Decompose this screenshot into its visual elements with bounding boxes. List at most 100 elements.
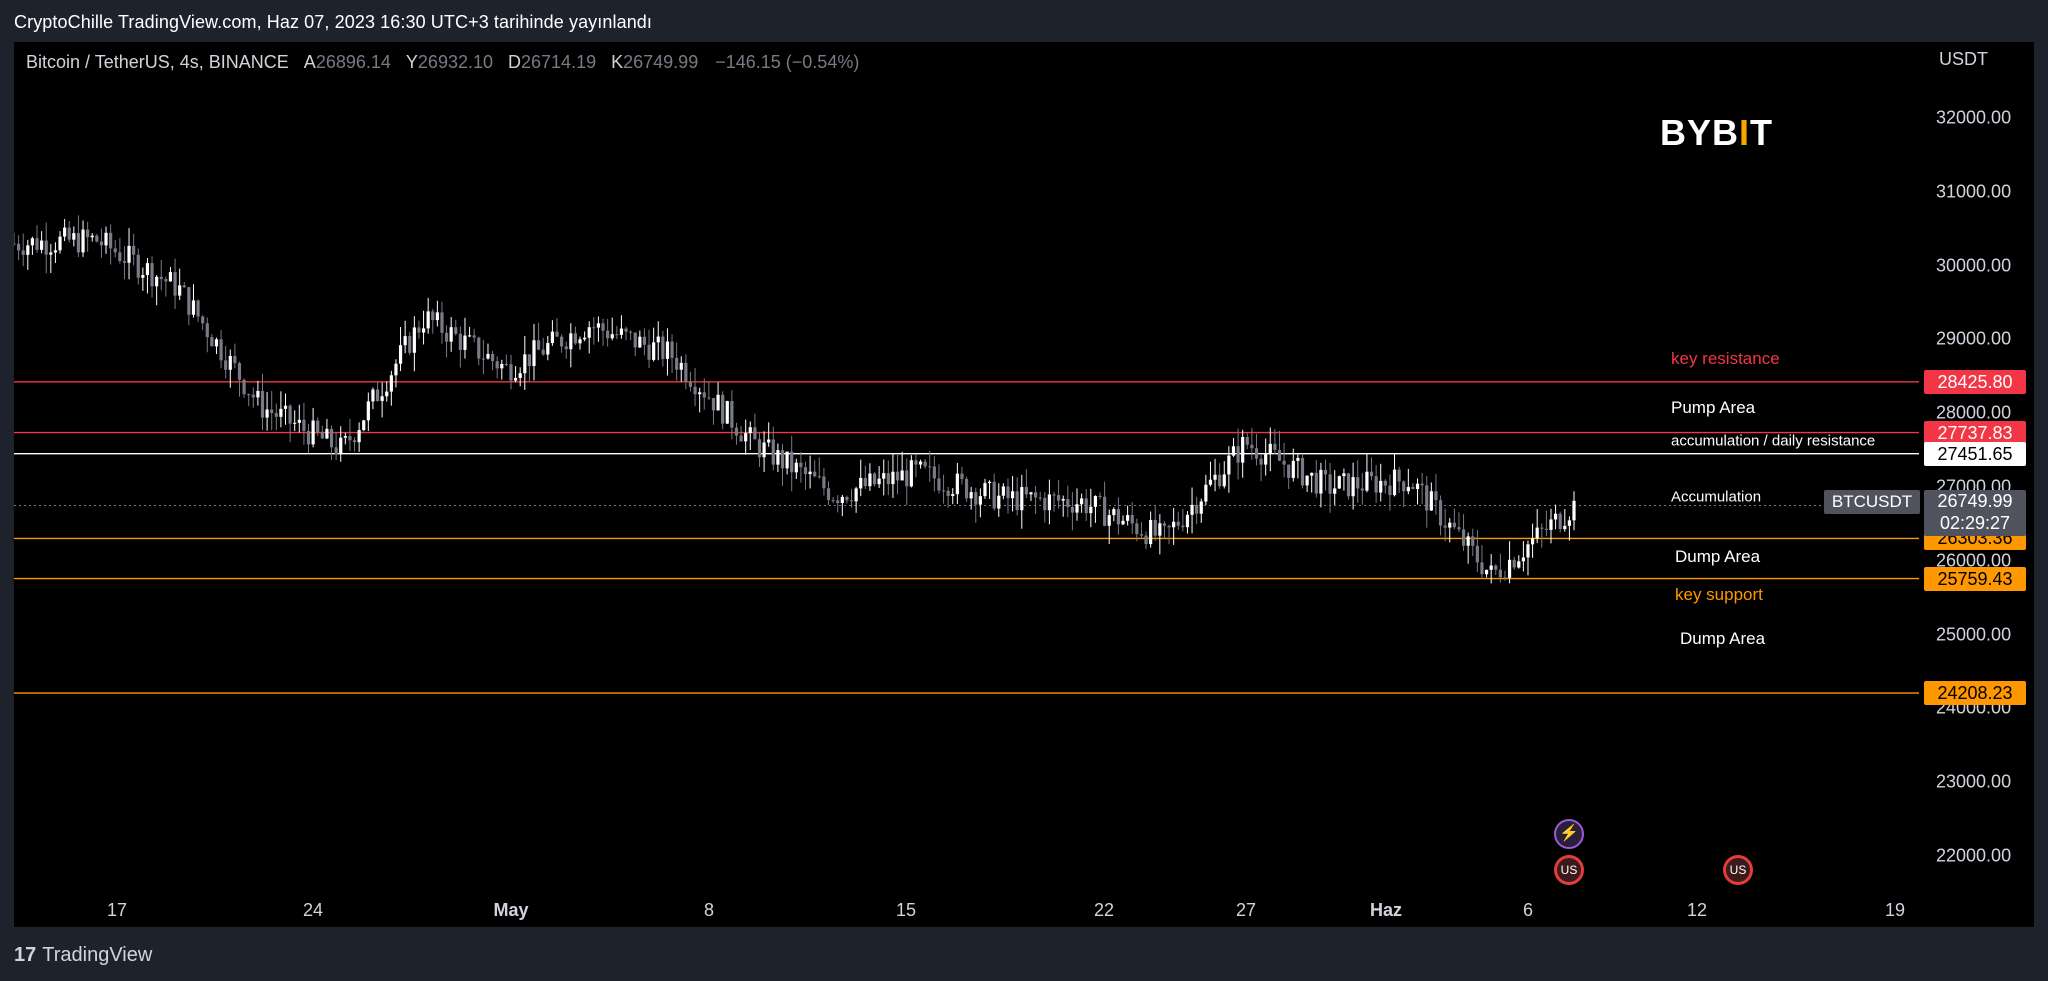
candle-body (960, 473, 964, 479)
candle-body (325, 428, 329, 439)
candle-body (840, 496, 844, 503)
candle-body (983, 483, 987, 497)
candle-body (1208, 479, 1213, 485)
close-value: 26749.99 (623, 52, 699, 72)
candle-body (698, 392, 702, 395)
candle-body (274, 413, 278, 417)
candle-body (886, 473, 890, 485)
us-flag-event-icon[interactable]: US (1723, 855, 1753, 885)
candle-body (164, 279, 168, 282)
level-price-label: 25759.43 (1924, 566, 2026, 591)
candle-body (449, 327, 453, 342)
candle-body (845, 496, 849, 501)
candle-body (127, 245, 131, 263)
candle-body (785, 451, 789, 469)
candle-body (132, 245, 136, 255)
candle-body (997, 495, 1001, 509)
candle-body (1213, 474, 1217, 480)
candle-body (1139, 534, 1144, 536)
candle-body (739, 435, 743, 442)
candle-body (109, 232, 113, 249)
candle-body (734, 427, 739, 436)
candle-body (1038, 497, 1042, 499)
symbol-name[interactable]: Bitcoin / TetherUS, 4s, BINANCE (26, 52, 289, 72)
candle-body (486, 353, 490, 359)
candle-body (1535, 527, 1539, 539)
price-tick-label: 29000.00 (1936, 328, 2012, 349)
candle-body (1199, 501, 1203, 514)
candle-body (1314, 472, 1318, 494)
candle-body (145, 263, 150, 276)
candle-body (757, 439, 762, 458)
time-tick-label: 24 (302, 900, 324, 920)
current-price-label: 26749.99 02:29:27 (1924, 490, 2026, 536)
price-tick-label: 22000.00 (1936, 845, 2012, 866)
candle-body (1572, 500, 1576, 521)
chart-canvas[interactable] (14, 42, 2034, 927)
level-price-label: 28425.80 (1924, 369, 2026, 394)
candle-body (311, 420, 315, 445)
candle-body (969, 492, 973, 499)
candle-body (527, 354, 531, 366)
price-tick-label: 23000.00 (1936, 771, 2012, 792)
candle-body (849, 500, 854, 502)
high-label: Y (405, 52, 418, 72)
open-label: A (303, 52, 316, 72)
candle-body (702, 392, 706, 398)
candle-body (1112, 509, 1116, 516)
zone-label: Dump Area (1680, 629, 1766, 649)
candle-body (1047, 494, 1051, 511)
symbol-legend: Bitcoin / TetherUS, 4s, BINANCE A26896.1… (26, 52, 859, 73)
candle-body (868, 473, 872, 487)
candle-body (228, 355, 232, 370)
candle-body (587, 327, 591, 338)
published-text: CryptoChille TradingView.com, Haz 07, 20… (14, 12, 653, 32)
candle-body (1319, 469, 1323, 494)
candle-body (836, 500, 840, 503)
candle-body (1402, 481, 1406, 492)
candle-body (288, 405, 292, 424)
candle-body (49, 252, 53, 255)
candle-body (260, 390, 265, 418)
level-price-label: 27451.65 (1924, 441, 2026, 466)
chart-pane[interactable]: Bitcoin / TetherUS, 4s, BINANCE A26896.1… (14, 42, 2034, 927)
level-price-label: 27737.83 (1924, 420, 2026, 445)
candle-body (201, 316, 205, 324)
candle-body (251, 394, 255, 398)
zone-label: Dump Area (1675, 547, 1761, 567)
candle-body (1383, 480, 1387, 486)
candle-body (895, 471, 900, 481)
candle-body (951, 494, 955, 496)
candle-body (1172, 521, 1176, 528)
candle-body (1107, 515, 1111, 526)
candle-body (1438, 500, 1443, 526)
candle-body (1558, 513, 1562, 530)
candle-body (1158, 523, 1162, 536)
candle-body (1231, 446, 1236, 456)
candle-body (721, 394, 725, 424)
time-tick-label: 22 (1093, 900, 1115, 920)
candle-body (1001, 486, 1005, 496)
candle-body (1549, 519, 1553, 530)
candle-body (665, 341, 670, 359)
candle-body (642, 336, 647, 345)
candle-body (30, 238, 35, 246)
candle-body (1434, 491, 1438, 501)
candle-body (688, 381, 693, 387)
candle-body (606, 330, 610, 339)
candle-body (1379, 480, 1383, 493)
price-axis-unit[interactable]: USDT (1939, 49, 1988, 69)
lightning-event-icon[interactable]: ⚡ (1554, 819, 1584, 849)
candle-body (490, 353, 495, 362)
candle-body (1250, 444, 1254, 449)
candle-body (596, 323, 601, 328)
tradingview-footer: 17 TradingView (14, 944, 152, 967)
candle-body (1498, 569, 1502, 578)
candle-body (546, 343, 550, 355)
candle-body (1503, 577, 1507, 579)
candle-body (1567, 520, 1571, 526)
candle-body (1103, 496, 1107, 526)
candle-body (1066, 499, 1070, 507)
us-flag-event-icon[interactable]: US (1554, 855, 1584, 885)
candle-body (1153, 519, 1157, 536)
